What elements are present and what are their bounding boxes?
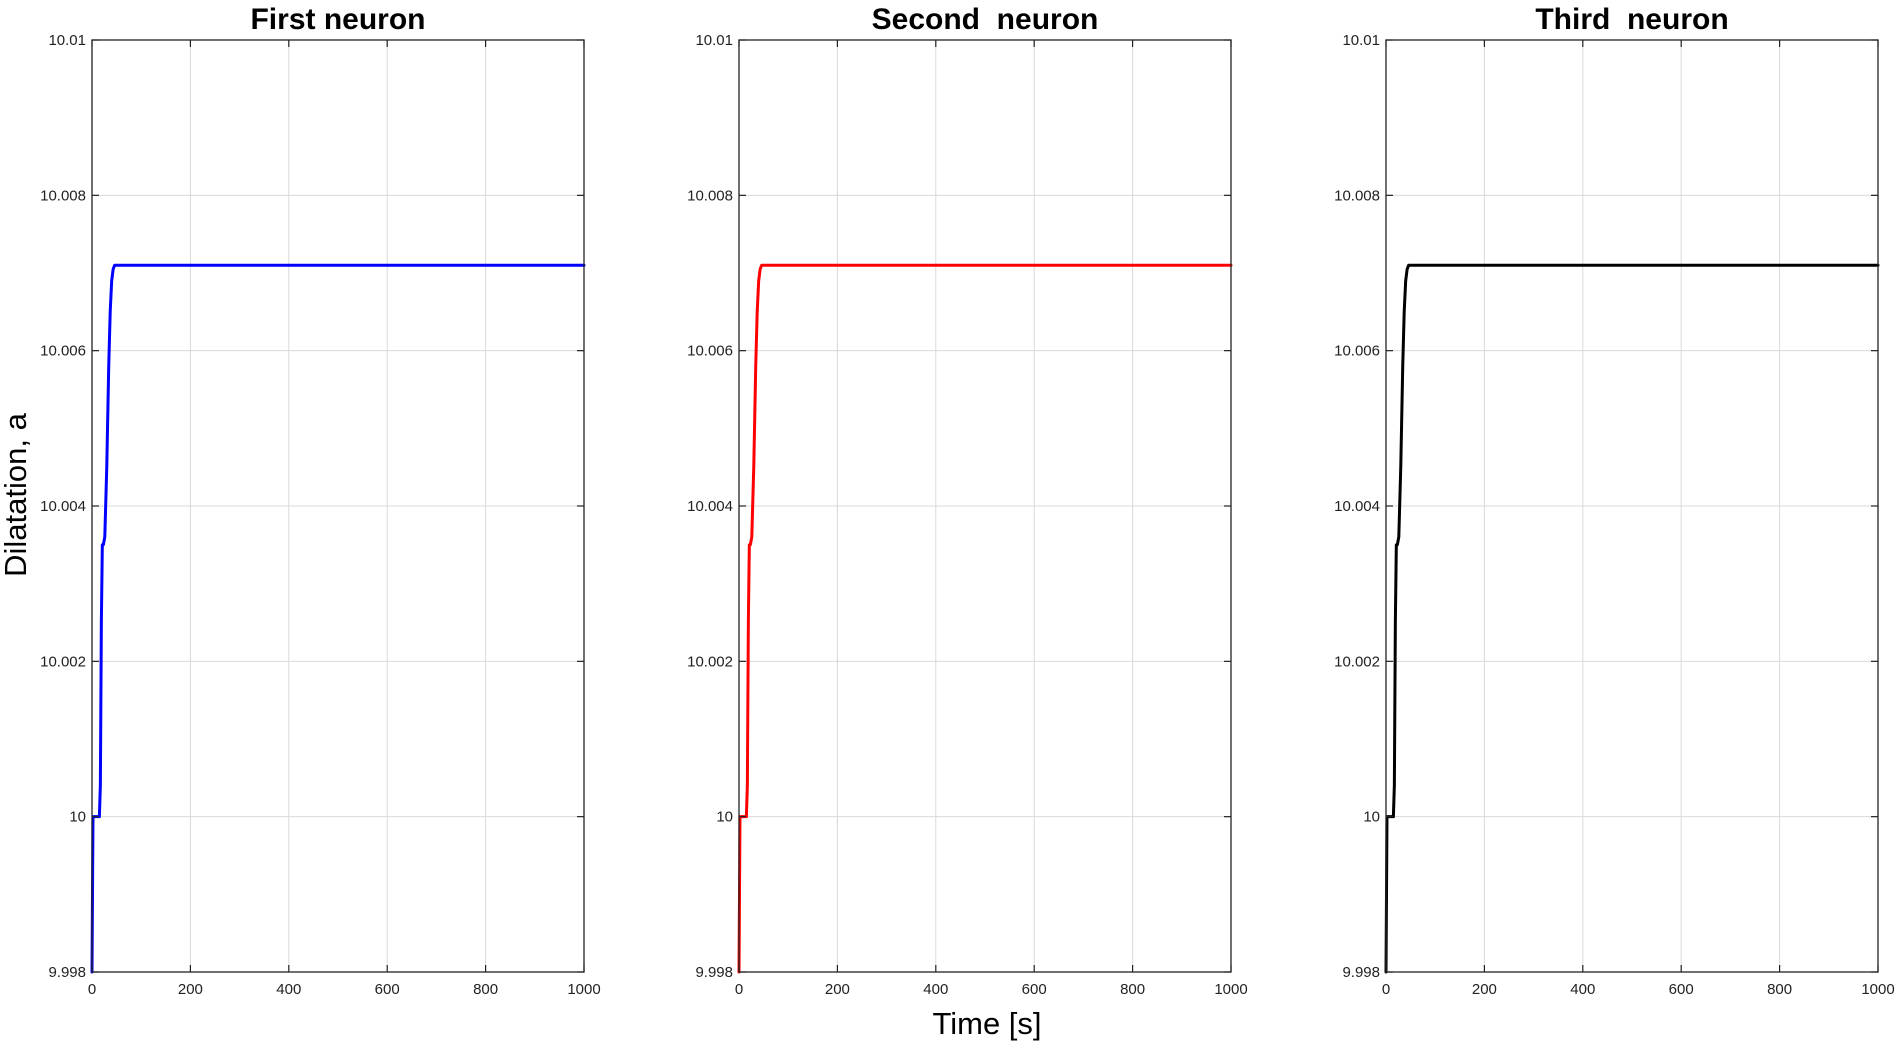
y-tick-label: 9.998 [1342, 964, 1380, 981]
x-tick-label: 1000 [567, 981, 600, 998]
x-tick-label: 400 [276, 981, 301, 998]
y-tick-label: 9.998 [695, 964, 733, 981]
y-tick-label: 10.004 [40, 498, 86, 515]
x-tick-label: 200 [1472, 981, 1497, 998]
y-tick-label: 10.002 [687, 653, 733, 670]
x-axis-label: Time [s] [932, 1006, 1041, 1041]
y-tick-label: 10.006 [40, 343, 86, 360]
chart-panel-1: 0 200 400 600 800 1000 9.998 10 10.002 10.004 10.0… [40, 3, 601, 998]
y-tick-label: 10.01 [695, 32, 733, 49]
y-tick-label: 10.006 [687, 343, 733, 360]
x-tick-label: 1000 [1214, 981, 1247, 998]
y-tick-label: 10.008 [40, 187, 86, 204]
chart-panel-3: 0 200 400 600 800 1000 9.998 10 10.002 10.004 10.0… [1334, 3, 1895, 998]
x-tick-label: 800 [1767, 981, 1792, 998]
y-tick-label: 9.998 [48, 964, 86, 981]
chart-panel-2: 0 200 400 600 800 1000 9.998 10 10.002 10.004 10.0… [687, 3, 1248, 998]
x-tick-label: 0 [735, 981, 743, 998]
x-tick-label: 200 [178, 981, 203, 998]
x-tick-label: 400 [923, 981, 948, 998]
y-tick-label: 10.004 [687, 498, 733, 515]
y-tick-label: 10.002 [40, 653, 86, 670]
x-tick-label: 200 [825, 981, 850, 998]
chart-title: Third neuron [1535, 3, 1728, 36]
y-tick-label: 10 [69, 809, 86, 826]
x-tick-label: 800 [473, 981, 498, 998]
y-tick-label: 10.002 [1334, 653, 1380, 670]
y-axis-label: Dilatation, a [0, 412, 33, 576]
y-tick-label: 10 [1363, 809, 1380, 826]
x-tick-label: 1000 [1861, 981, 1894, 998]
x-tick-label: 0 [88, 981, 96, 998]
y-tick-label: 10 [716, 809, 733, 826]
x-tick-label: 600 [1669, 981, 1694, 998]
y-tick-label: 10.006 [1334, 343, 1380, 360]
y-tick-label: 10.01 [48, 32, 86, 49]
x-tick-label: 600 [1022, 981, 1047, 998]
chart-title: Second neuron [872, 3, 1099, 36]
x-tick-label: 0 [1382, 981, 1390, 998]
x-tick-label: 800 [1120, 981, 1145, 998]
y-tick-label: 10.008 [687, 187, 733, 204]
y-tick-label: 10.008 [1334, 187, 1380, 204]
x-tick-label: 400 [1570, 981, 1595, 998]
y-tick-label: 10.004 [1334, 498, 1380, 515]
panels: 0 200 400 600 800 10009.9981010.00210.00410.0… [40, 3, 1895, 998]
y-tick-label: 10.01 [1342, 32, 1380, 49]
chart-title: First neuron [250, 3, 425, 36]
x-tick-label: 600 [375, 981, 400, 998]
